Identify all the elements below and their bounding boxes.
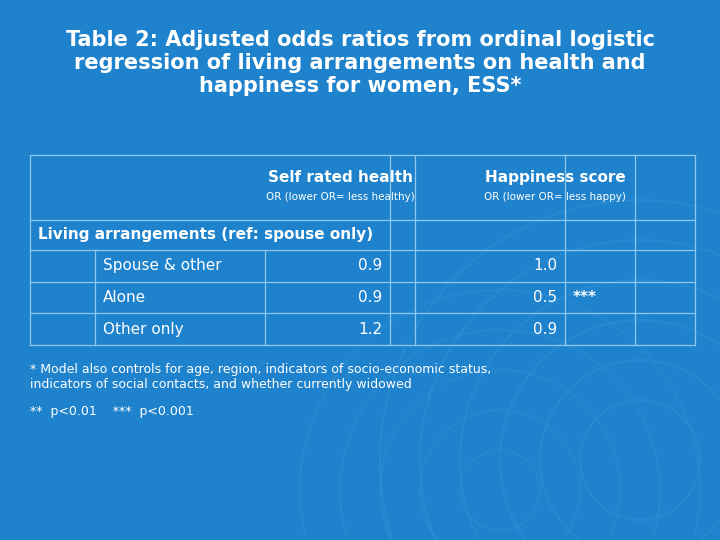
Text: OR (lower OR= less happy): OR (lower OR= less happy) xyxy=(484,192,626,202)
Text: **  p<0.01    ***  p<0.001: ** p<0.01 *** p<0.001 xyxy=(30,405,194,418)
Text: 0.9: 0.9 xyxy=(358,258,382,273)
Text: Alone: Alone xyxy=(103,290,146,305)
Text: * Model also controls for age, region, indicators of socio-economic status,
indi: * Model also controls for age, region, i… xyxy=(30,363,491,391)
Text: Living arrangements (ref: spouse only): Living arrangements (ref: spouse only) xyxy=(38,227,373,242)
Text: 0.9: 0.9 xyxy=(358,290,382,305)
Text: Self rated health: Self rated health xyxy=(268,170,413,185)
Text: Spouse & other: Spouse & other xyxy=(103,258,222,273)
Text: 0.5: 0.5 xyxy=(533,290,557,305)
Text: 1.2: 1.2 xyxy=(358,322,382,336)
Text: Table 2: Adjusted odds ratios from ordinal logistic
regression of living arrange: Table 2: Adjusted odds ratios from ordin… xyxy=(66,30,654,97)
Text: OR (lower OR= less healthy): OR (lower OR= less healthy) xyxy=(266,192,415,202)
Text: Other only: Other only xyxy=(103,322,184,336)
Text: 1.0: 1.0 xyxy=(533,258,557,273)
Text: ***: *** xyxy=(573,290,597,305)
Text: Happiness score: Happiness score xyxy=(485,170,626,185)
Text: 0.9: 0.9 xyxy=(533,322,557,336)
